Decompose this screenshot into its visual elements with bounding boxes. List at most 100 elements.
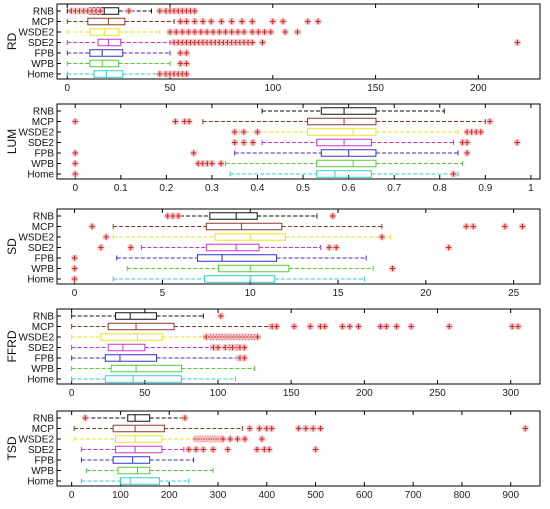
outlier-marker: [183, 60, 190, 67]
outlier-marker: [227, 436, 233, 442]
x-tick-label: 150: [367, 83, 384, 94]
outlier-marker: [71, 255, 78, 261]
box-sde2: [107, 343, 146, 352]
outlier-marker: [446, 323, 452, 330]
outlier-marker: [514, 139, 520, 146]
category-label-fpb: FPB: [35, 49, 55, 60]
x-tick-label: 50: [164, 83, 176, 94]
outlier-marker: [192, 8, 198, 14]
outlier-marker: [218, 18, 225, 25]
outlier-marker: [210, 446, 216, 453]
box-rnb: [127, 414, 151, 422]
outlier-marker: [515, 323, 521, 330]
x-tick-label: 200: [356, 388, 373, 399]
box-wpb: [316, 159, 377, 168]
x-tick-label: 400: [258, 490, 275, 501]
x-tick-label: 200: [161, 490, 178, 501]
outlier-marker: [254, 334, 261, 340]
outlier-marker: [215, 344, 221, 351]
outlier-marker: [446, 244, 452, 251]
outlier-marker: [222, 29, 229, 35]
outlier-marker: [317, 425, 324, 432]
x-tick-label: 1: [528, 183, 534, 194]
outlier-marker: [98, 244, 104, 251]
plot-frame: [56, 410, 541, 487]
category-label-wsde2: WSDE2: [18, 28, 54, 39]
x-tick-label: 0.4: [251, 183, 265, 194]
box-wsde2: [115, 435, 163, 443]
outlier-marker: [310, 425, 316, 432]
outlier-marker: [183, 71, 190, 77]
outlier-marker: [305, 18, 311, 25]
x-tick-label: 0: [64, 83, 70, 94]
category-label-wpb: WPB: [31, 159, 54, 170]
category-label-sde2: SDE2: [28, 138, 55, 149]
category-label-mcp: MCP: [32, 322, 55, 333]
outlier-marker: [229, 29, 235, 35]
plot-frame: [56, 103, 541, 180]
outlier-marker: [269, 425, 275, 432]
outlier-marker: [273, 323, 280, 330]
x-tick-label: 0: [69, 490, 75, 501]
outlier-marker: [177, 60, 183, 67]
outlier-marker: [97, 8, 103, 14]
category-label-fpb: FPB: [35, 254, 55, 265]
x-tick-label: 900: [502, 490, 519, 501]
x-tick-label: 50: [139, 388, 151, 399]
category-label-wsde2: WSDE2: [18, 333, 54, 344]
outlier-marker: [175, 213, 181, 219]
category-label-mcp: MCP: [32, 222, 55, 233]
outlier-marker: [235, 29, 241, 35]
outlier-marker: [294, 29, 301, 35]
outlier-marker: [183, 18, 190, 25]
x-tick-label: 700: [405, 490, 422, 501]
x-tick-label: 0.5: [296, 183, 310, 194]
x-tick-label: 0.1: [114, 183, 128, 194]
outlier-marker: [186, 118, 192, 125]
outlier-marker: [259, 436, 265, 442]
outlier-marker: [330, 213, 336, 219]
outlier-marker: [185, 29, 192, 35]
outlier-marker: [209, 160, 215, 167]
outlier-marker: [157, 8, 163, 14]
category-label-rnb: RNB: [33, 212, 54, 223]
outlier-marker: [450, 171, 457, 177]
outlier-marker: [177, 50, 183, 56]
outlier-marker: [303, 425, 309, 432]
box-home: [316, 170, 372, 178]
y-axis-label: FFRD: [5, 330, 19, 362]
outlier-marker: [266, 446, 272, 453]
outlier-marker: [255, 29, 262, 35]
x-tick-label: 250: [429, 388, 446, 399]
chart-panel-ffrd: 0 50 100 150 200 250 300 FFRD RNBMCPWSDE2SDE2FPB…: [5, 308, 541, 399]
x-tick-label: 0.9: [478, 183, 492, 194]
outlier-marker: [232, 139, 238, 146]
outlier-marker: [216, 29, 222, 35]
y-axis-label: SD: [5, 238, 19, 255]
outlier-marker: [204, 29, 210, 35]
outlier-marker: [509, 323, 515, 330]
category-label-sde2: SDE2: [28, 243, 55, 254]
outlier-marker: [71, 265, 78, 272]
category-label-wsde2: WSDE2: [18, 435, 54, 446]
x-tick-label: 100: [112, 490, 129, 501]
outlier-marker: [173, 29, 179, 35]
outlier-marker: [377, 323, 384, 330]
outlier-marker: [282, 29, 288, 35]
outlier-marker: [355, 323, 362, 330]
outlier-marker: [333, 244, 339, 251]
outlier-marker: [220, 436, 226, 442]
outlier-marker: [379, 234, 385, 240]
category-label-rnb: RNB: [33, 7, 54, 18]
outlier-marker: [270, 18, 276, 25]
category-label-fpb: FPB: [35, 456, 55, 467]
outlier-marker: [200, 18, 206, 25]
outlier-marker: [241, 355, 247, 361]
box-wpb: [218, 264, 290, 273]
category-label-sde2: SDE2: [28, 343, 55, 354]
x-tick-label: 0.8: [433, 183, 447, 194]
outlier-marker: [254, 129, 261, 135]
x-tick-label: 5: [160, 288, 166, 299]
